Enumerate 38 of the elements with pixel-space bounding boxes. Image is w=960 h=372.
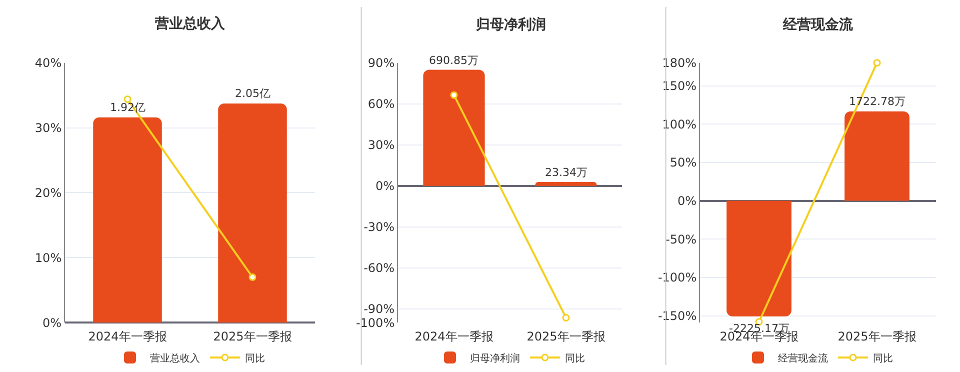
y-tick-label: -60% <box>364 261 395 276</box>
legend-label: 经营现金流 <box>778 352 828 364</box>
data-label: 23.34万 <box>545 166 588 179</box>
x-tick-label: 2025年一季报 <box>213 330 292 344</box>
y-tick-label: 0% <box>376 179 395 194</box>
y-tick-label: 0% <box>42 316 62 330</box>
x-tick-label: 2024年一季报 <box>414 330 494 344</box>
legend-label: 营业总收入 <box>150 352 200 364</box>
y-tick-label: 100% <box>662 117 697 132</box>
y-tick-label: -100% <box>658 270 697 285</box>
x-tick-label: 2024年一季报 <box>88 330 167 344</box>
data-label: 690.85万 <box>429 54 478 67</box>
y-tick-label: 150% <box>662 79 697 94</box>
x-tick-label: 2025年一季报 <box>838 330 916 344</box>
y-tick-label: 90% <box>368 56 395 70</box>
x-tick-label: 2025年一季报 <box>526 330 606 344</box>
y-tick-label: 180% <box>662 56 697 70</box>
legend-label: 同比 <box>873 352 893 364</box>
y-tick-label: 60% <box>368 97 395 112</box>
legend-label: 归母净利润 <box>470 352 520 364</box>
y-tick-label: 40% <box>34 56 62 70</box>
y-tick-label: -90% <box>364 302 395 316</box>
data-label: 2.05亿 <box>235 87 270 100</box>
chart-title: 经营现金流 <box>782 16 854 33</box>
chart-title: 归母净利润 <box>475 16 546 33</box>
chart-title: 营业总收入 <box>154 16 226 32</box>
y-tick-label: 20% <box>34 186 62 200</box>
y-tick-label: 10% <box>34 250 62 265</box>
y-tick-label: 30% <box>34 120 62 135</box>
legend-label: 同比 <box>565 352 585 364</box>
y-tick-label: -30% <box>364 220 395 234</box>
y-tick-label: 0% <box>678 194 697 208</box>
y-tick-label: -50% <box>666 232 697 246</box>
y-tick-label: -100% <box>356 316 395 330</box>
y-tick-label: -150% <box>658 308 697 323</box>
y-tick-label: 50% <box>670 156 697 170</box>
legend-label: 同比 <box>245 352 265 364</box>
y-tick-label: 30% <box>368 138 395 152</box>
